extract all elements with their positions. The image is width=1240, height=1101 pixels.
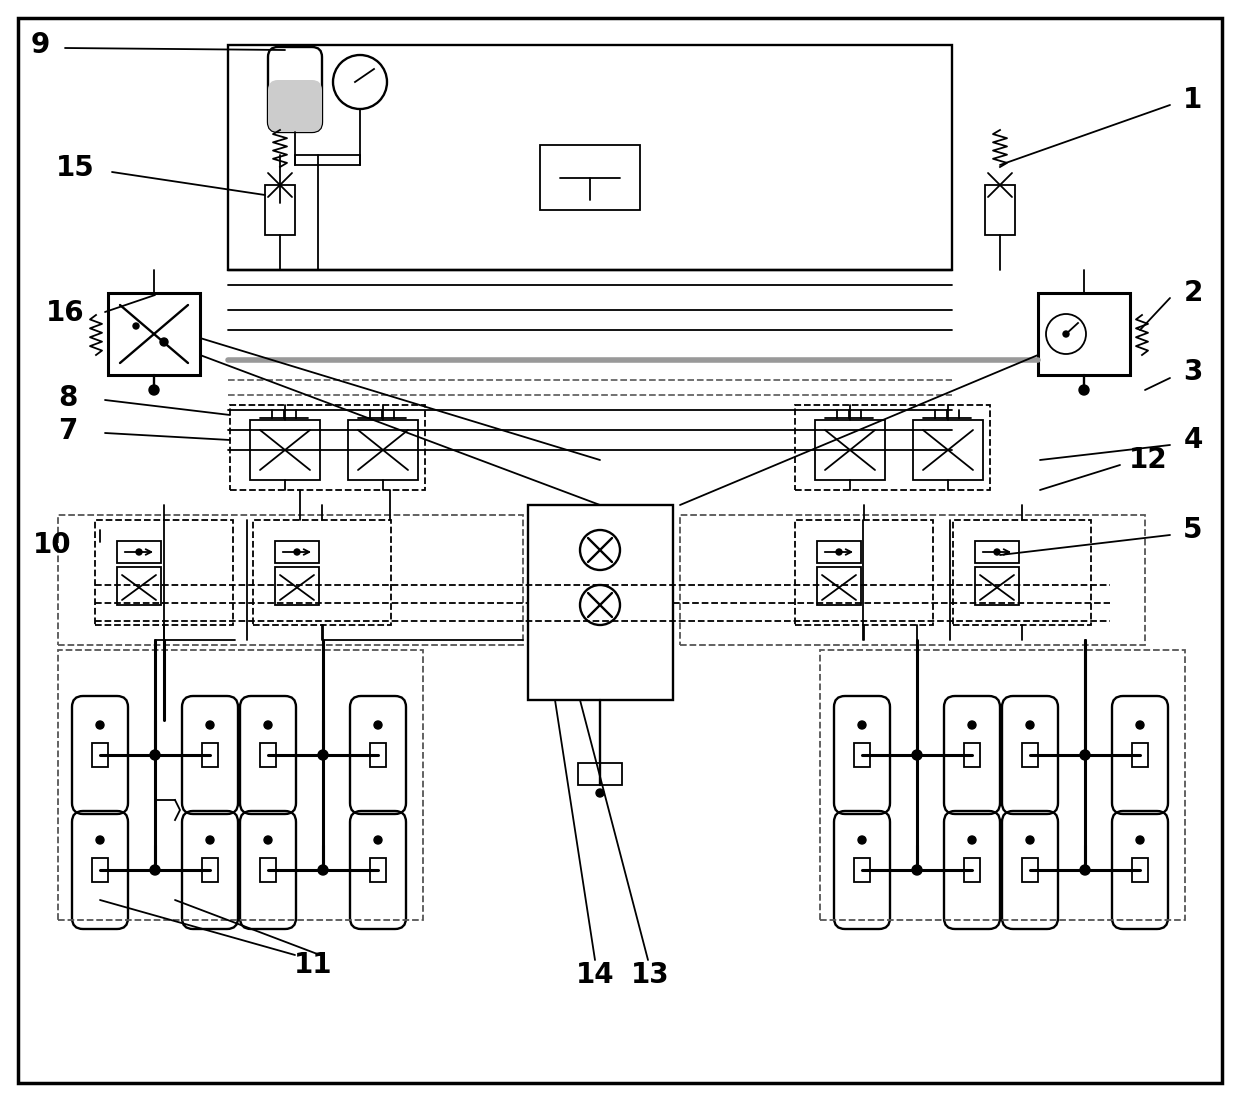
Bar: [854, 858, 870, 882]
Bar: [985, 185, 1016, 235]
Text: 5: 5: [1183, 516, 1203, 544]
Text: 1: 1: [1183, 86, 1202, 115]
Text: 13: 13: [631, 961, 670, 989]
Circle shape: [1025, 836, 1034, 844]
Text: 11: 11: [294, 951, 332, 979]
Circle shape: [160, 338, 167, 346]
Bar: [117, 541, 161, 563]
Bar: [539, 145, 640, 210]
Circle shape: [968, 836, 976, 844]
Bar: [954, 520, 1091, 625]
Circle shape: [294, 549, 300, 555]
Bar: [975, 541, 1019, 563]
Circle shape: [136, 549, 143, 555]
Bar: [1132, 858, 1148, 882]
Bar: [817, 541, 861, 563]
Circle shape: [858, 836, 866, 844]
Circle shape: [95, 836, 104, 844]
Circle shape: [133, 323, 139, 329]
FancyBboxPatch shape: [268, 80, 322, 132]
Circle shape: [150, 865, 160, 875]
Circle shape: [1063, 331, 1069, 337]
Text: 10: 10: [32, 531, 72, 559]
Bar: [854, 743, 870, 767]
Bar: [817, 567, 861, 606]
Bar: [108, 293, 200, 375]
Bar: [250, 419, 320, 480]
Circle shape: [317, 865, 329, 875]
Bar: [228, 45, 952, 270]
Text: 3: 3: [1183, 358, 1203, 386]
Bar: [58, 515, 523, 645]
Bar: [795, 405, 990, 490]
Circle shape: [836, 549, 842, 555]
Bar: [963, 743, 980, 767]
Circle shape: [1080, 865, 1090, 875]
Bar: [202, 858, 218, 882]
Circle shape: [911, 865, 923, 875]
Text: 7: 7: [58, 417, 78, 445]
Circle shape: [911, 750, 923, 760]
Circle shape: [1079, 385, 1089, 395]
Circle shape: [596, 789, 604, 797]
Text: 15: 15: [56, 154, 94, 182]
Bar: [820, 650, 1185, 920]
Bar: [528, 505, 673, 700]
Bar: [815, 419, 885, 480]
Text: 4: 4: [1183, 426, 1203, 454]
Bar: [1132, 743, 1148, 767]
Circle shape: [374, 721, 382, 729]
Bar: [348, 419, 418, 480]
Bar: [260, 743, 277, 767]
Text: 9: 9: [30, 31, 50, 59]
Bar: [275, 567, 319, 606]
Circle shape: [150, 750, 160, 760]
Bar: [975, 567, 1019, 606]
Bar: [1038, 293, 1130, 375]
Bar: [58, 650, 423, 920]
Bar: [92, 858, 108, 882]
Bar: [795, 520, 932, 625]
Circle shape: [264, 836, 272, 844]
Bar: [370, 743, 386, 767]
Circle shape: [1025, 721, 1034, 729]
Bar: [117, 567, 161, 606]
Bar: [370, 858, 386, 882]
Circle shape: [374, 836, 382, 844]
Bar: [275, 541, 319, 563]
Text: 14: 14: [575, 961, 614, 989]
Bar: [253, 520, 391, 625]
Bar: [229, 405, 425, 490]
Bar: [1022, 743, 1038, 767]
Circle shape: [858, 721, 866, 729]
Bar: [578, 763, 622, 785]
Circle shape: [1080, 750, 1090, 760]
Circle shape: [95, 721, 104, 729]
Bar: [202, 743, 218, 767]
Circle shape: [968, 721, 976, 729]
Bar: [92, 743, 108, 767]
Text: 8: 8: [58, 384, 78, 412]
Circle shape: [149, 385, 159, 395]
Text: 16: 16: [46, 299, 84, 327]
Circle shape: [206, 721, 215, 729]
Bar: [680, 515, 1145, 645]
Bar: [913, 419, 983, 480]
Circle shape: [1136, 721, 1145, 729]
Bar: [95, 520, 233, 625]
Circle shape: [206, 836, 215, 844]
Bar: [260, 858, 277, 882]
Circle shape: [264, 721, 272, 729]
Text: 2: 2: [1183, 279, 1203, 307]
Circle shape: [317, 750, 329, 760]
Bar: [1022, 858, 1038, 882]
Circle shape: [994, 549, 999, 555]
Circle shape: [1136, 836, 1145, 844]
Text: 12: 12: [1128, 446, 1167, 475]
Bar: [265, 185, 295, 235]
Bar: [963, 858, 980, 882]
